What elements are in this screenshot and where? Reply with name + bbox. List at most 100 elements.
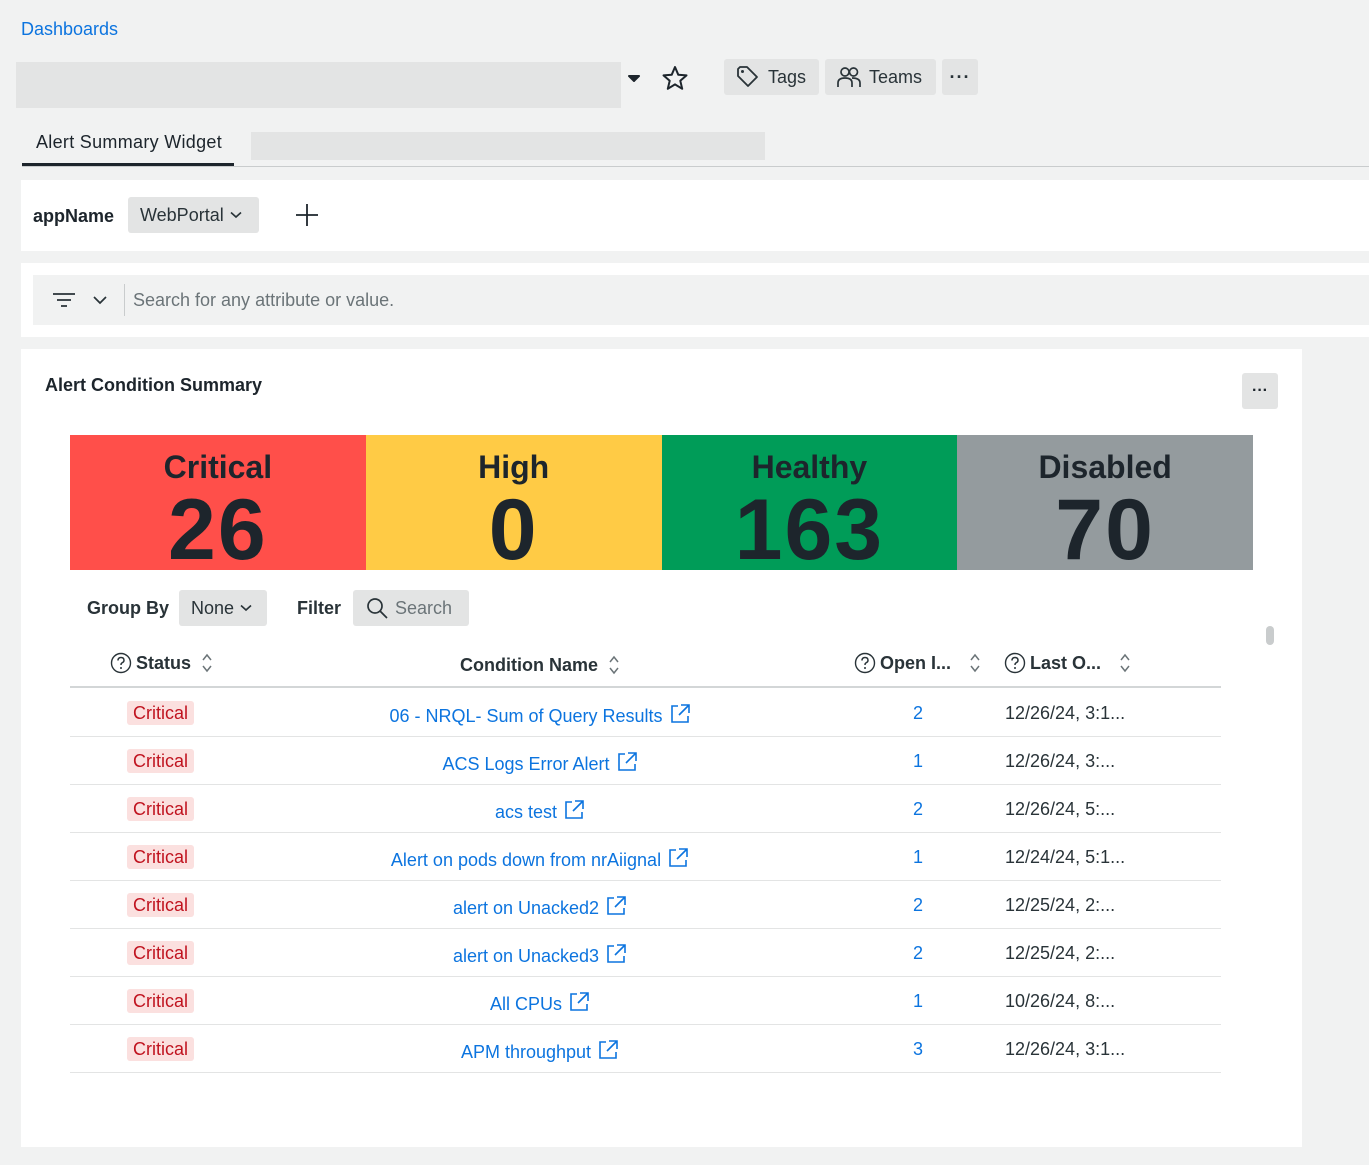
status-badge: Critical xyxy=(127,749,195,773)
external-link-icon xyxy=(565,800,584,819)
tab-placeholder[interactable] xyxy=(251,132,765,160)
search-placeholder: Search xyxy=(395,597,453,618)
breadcrumb-dashboards[interactable]: Dashboards xyxy=(21,19,119,39)
last-occurred-value: 12/25/24, 2:... xyxy=(1005,895,1116,915)
status-badge: Critical xyxy=(127,701,195,725)
status-badge: Critical xyxy=(127,893,195,917)
status-badge: Critical xyxy=(127,941,195,965)
open-incidents-link[interactable]: 1 xyxy=(912,751,923,771)
chevron-down-icon[interactable] xyxy=(91,290,109,310)
last-occurred-value: 10/26/24, 8:... xyxy=(1005,991,1116,1011)
chevron-down-icon xyxy=(230,211,242,219)
table-row: Critical acs test 2 12/26/24, 5:... xyxy=(70,785,1221,833)
tags-button[interactable]: Tags xyxy=(724,59,819,95)
filter-search-input[interactable] xyxy=(133,287,833,313)
column-label: Status xyxy=(136,652,192,673)
column-header-last-occurred[interactable]: Last O... xyxy=(1004,652,1131,674)
tile-critical[interactable]: Critical 26 xyxy=(70,435,366,575)
column-header-open-incidents[interactable]: Open I... xyxy=(854,652,981,674)
table-row: Critical alert on Unacked2 2 12/25/24, 2:..… xyxy=(70,881,1221,929)
condition-name-link[interactable]: ACS Logs Error Alert xyxy=(285,751,795,775)
sort-icon xyxy=(1120,653,1130,673)
last-occurred-value: 12/26/24, 3:... xyxy=(1005,751,1116,771)
more-options-button[interactable]: ··· xyxy=(942,59,978,95)
tab-divider xyxy=(22,166,1369,167)
condition-name-link[interactable]: acs test xyxy=(285,799,795,823)
tile-value: 26 xyxy=(168,482,268,578)
condition-name-link[interactable]: APM throughput xyxy=(285,1039,795,1063)
table-row: Critical 06 - NRQL- Sum of Query Results 2… xyxy=(70,689,1221,737)
open-incidents-link[interactable]: 2 xyxy=(912,703,923,723)
group-by-select[interactable]: None xyxy=(179,590,267,626)
tile-value: 70 xyxy=(1055,482,1155,578)
external-link-icon xyxy=(607,896,626,915)
open-incidents-link[interactable]: 2 xyxy=(912,799,923,819)
widget-more-button[interactable]: ··· xyxy=(1242,373,1278,409)
teams-label: Teams xyxy=(869,66,923,87)
last-occurred-value: 12/24/24, 5:1... xyxy=(1005,847,1126,867)
filter-icon[interactable] xyxy=(51,289,77,311)
condition-name-text: ACS Logs Error Alert xyxy=(442,754,610,774)
external-link-icon xyxy=(670,704,690,723)
widget-title: Alert Condition Summary xyxy=(45,375,263,395)
tab-alert-summary-widget[interactable]: Alert Summary Widget xyxy=(22,128,234,166)
table-row: Critical ACS Logs Error Alert 1 12/26/24, 3… xyxy=(70,737,1221,785)
chevron-down-icon xyxy=(240,604,252,612)
condition-name-text: Alert on pods down from nrAiignal xyxy=(390,850,662,870)
dashboard-title-input[interactable] xyxy=(16,62,621,108)
column-header-status[interactable]: Status xyxy=(110,652,213,674)
external-link-icon xyxy=(599,1040,618,1059)
condition-name-link[interactable]: alert on Unacked2 xyxy=(285,895,795,919)
tile-label: Disabled xyxy=(1038,449,1172,485)
alert-condition-summary-widget: Alert Condition Summary ··· Critical 26 … xyxy=(21,349,1302,1147)
star-icon[interactable] xyxy=(660,64,690,92)
column-label: Condition Name xyxy=(460,654,598,675)
help-icon xyxy=(1004,652,1026,674)
open-incidents-link[interactable]: 3 xyxy=(912,1039,923,1059)
tile-value: 163 xyxy=(734,482,885,578)
last-occurred-value: 12/26/24, 3:1... xyxy=(1005,703,1126,723)
tile-label: High xyxy=(478,449,550,485)
filter-label: Filter xyxy=(297,598,342,618)
table-search-input[interactable]: Search xyxy=(353,590,469,626)
variable-label: appName xyxy=(33,206,115,226)
external-link-icon xyxy=(617,752,637,771)
tile-label: Critical xyxy=(163,449,273,485)
help-icon xyxy=(854,652,876,674)
open-incidents-link[interactable]: 2 xyxy=(912,943,923,963)
last-occurred-value: 12/26/24, 5:... xyxy=(1005,799,1116,819)
chevron-down-icon[interactable] xyxy=(624,66,644,90)
table-row: Critical alert on Unacked3 2 12/25/24, 2:..… xyxy=(70,929,1221,977)
status-tiles: Critical 26 High 0 Healthy 163 Disabled … xyxy=(70,435,1253,575)
last-occurred-value: 12/26/24, 3:1... xyxy=(1005,1039,1126,1059)
condition-name-text: alert on Unacked2 xyxy=(452,898,600,918)
open-incidents-link[interactable]: 2 xyxy=(912,895,923,915)
condition-name-link[interactable]: 06 - NRQL- Sum of Query Results xyxy=(285,703,795,727)
external-link-icon xyxy=(607,944,626,963)
table-row: Critical APM throughput 3 12/26/24, 3:1... xyxy=(70,1025,1221,1073)
external-link-icon xyxy=(669,848,688,867)
external-link-icon xyxy=(570,992,589,1011)
condition-name-link[interactable]: Alert on pods down from nrAiignal xyxy=(285,847,795,871)
open-incidents-link[interactable]: 1 xyxy=(912,991,923,1011)
open-incidents-link[interactable]: 1 xyxy=(912,847,923,867)
tile-healthy[interactable]: Healthy 163 xyxy=(661,435,958,575)
plus-icon[interactable] xyxy=(294,202,320,228)
condition-name-text: alert on Unacked3 xyxy=(452,946,600,966)
condition-name-link[interactable]: alert on Unacked3 xyxy=(285,943,795,967)
status-badge: Critical xyxy=(127,1037,195,1061)
last-occurred-value: 12/25/24, 2:... xyxy=(1005,943,1116,963)
tile-disabled[interactable]: Disabled 70 xyxy=(957,435,1253,575)
tile-high[interactable]: High 0 xyxy=(365,435,662,575)
column-header-condition-name[interactable]: Condition Name xyxy=(460,654,620,676)
filter-bar xyxy=(33,275,1369,325)
scrollbar-thumb[interactable] xyxy=(1266,626,1274,645)
condition-name-text: 06 - NRQL- Sum of Query Results xyxy=(389,706,663,726)
variable-select[interactable]: WebPortal xyxy=(128,197,259,233)
teams-icon xyxy=(837,67,861,87)
teams-button[interactable]: Teams xyxy=(825,59,936,95)
condition-name-link[interactable]: All CPUs xyxy=(285,991,795,1015)
group-by-label: Group By xyxy=(87,598,170,618)
help-icon xyxy=(110,652,132,674)
condition-name-text: APM throughput xyxy=(460,1042,592,1062)
